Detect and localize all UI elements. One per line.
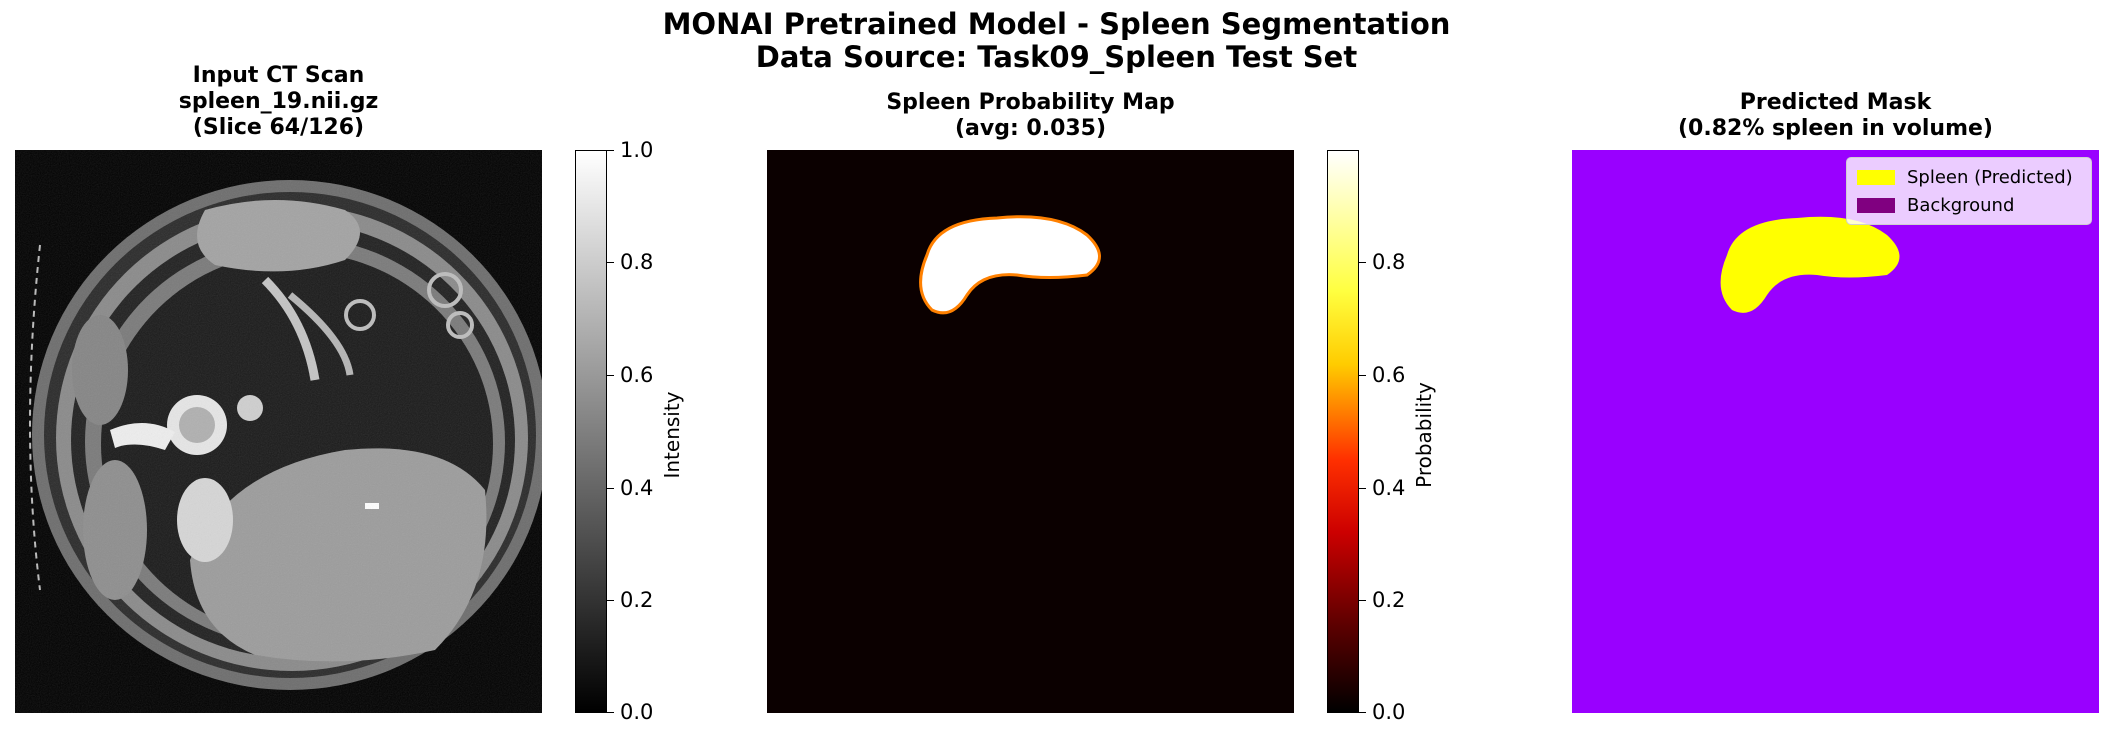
probability-colorbar (1327, 150, 1359, 713)
tick-mark (1359, 712, 1366, 713)
figure-title-line2: Data Source: Task09_Spleen Test Set (755, 40, 1358, 74)
predicted-mask-image (1572, 150, 2099, 713)
probability-tick-4: 0.8 (1372, 250, 1406, 274)
intensity-tick-1: 0.2 (620, 588, 654, 612)
input-panel-title: Input CT Scan spleen_19.nii.gz (Slice 64… (15, 63, 542, 141)
tick-mark (1359, 488, 1366, 489)
mask-title-line1: Predicted Mask (1739, 90, 1932, 115)
probability-map-image (767, 150, 1294, 713)
probability-title-line1: Spleen Probability Map (886, 90, 1175, 115)
intensity-tick-5: 1.0 (620, 138, 654, 162)
legend-label-background: Background (1907, 194, 2015, 216)
mask-legend: Spleen (Predicted) Background (1846, 157, 2092, 225)
figure-title: MONAI Pretrained Model - Spleen Segmenta… (0, 8, 2113, 74)
tick-mark (607, 150, 614, 151)
intensity-tick-3: 0.6 (620, 363, 654, 387)
intensity-colorbar (575, 150, 607, 713)
intensity-tick-0: 0.0 (620, 700, 654, 724)
probability-colorbar-label: Probability (1412, 382, 1436, 488)
probability-panel-title: Spleen Probability Map (avg: 0.035) (767, 90, 1294, 142)
input-title-line2: spleen_19.nii.gz (178, 89, 379, 114)
legend-item-spleen: Spleen (Predicted) (1857, 166, 2073, 188)
input-title-line3: (Slice 64/126) (192, 115, 365, 140)
probability-tick-1: 0.2 (1372, 588, 1406, 612)
legend-item-background: Background (1857, 194, 2014, 216)
probability-title-line2: (avg: 0.035) (954, 116, 1107, 141)
probability-tick-0: 0.0 (1372, 700, 1406, 724)
tick-mark (607, 488, 614, 489)
tick-mark (607, 262, 614, 263)
figure-title-line1: MONAI Pretrained Model - Spleen Segmenta… (662, 7, 1451, 41)
spleen-swatch (1857, 169, 1895, 185)
tick-mark (607, 712, 614, 713)
tick-mark (1359, 375, 1366, 376)
ct-scan-image (15, 150, 542, 713)
background-swatch (1857, 197, 1895, 213)
tick-mark (607, 600, 614, 601)
mask-panel-title: Predicted Mask (0.82% spleen in volume) (1572, 90, 2099, 142)
mask-title-line2: (0.82% spleen in volume) (1677, 116, 1993, 141)
intensity-tick-4: 0.8 (620, 250, 654, 274)
probability-tick-3: 0.6 (1372, 363, 1406, 387)
intensity-colorbar-label: Intensity (660, 391, 684, 479)
tick-mark (1359, 262, 1366, 263)
intensity-tick-2: 0.4 (620, 476, 654, 500)
tick-mark (607, 375, 614, 376)
probability-tick-2: 0.4 (1372, 476, 1406, 500)
input-title-line1: Input CT Scan (192, 63, 365, 88)
legend-label-spleen: Spleen (Predicted) (1907, 166, 2073, 188)
tick-mark (1359, 600, 1366, 601)
